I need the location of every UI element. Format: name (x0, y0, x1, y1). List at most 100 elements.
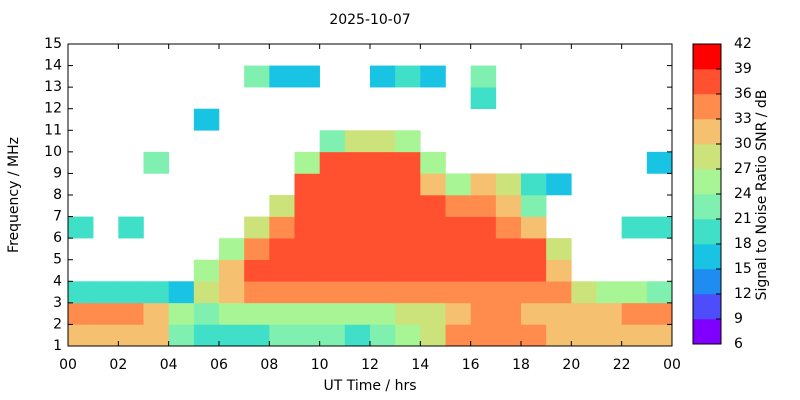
heat-cell (168, 281, 195, 304)
x-tick-label: 00 (59, 357, 77, 373)
heat-cell (319, 302, 346, 325)
heat-cell (244, 216, 270, 239)
heat-cell (445, 324, 471, 347)
heat-cell (521, 324, 547, 347)
colorbar-tick-label: 27 (734, 161, 752, 177)
heat-cell (521, 259, 547, 282)
heat-cell (470, 324, 497, 347)
heat-cell (244, 281, 270, 304)
heat-cell (621, 302, 648, 325)
colorbar-tick-label: 18 (734, 236, 752, 252)
heat-cell (193, 324, 220, 347)
heat-cell (219, 238, 245, 261)
heat-cell (269, 324, 295, 347)
heat-cell (395, 195, 421, 217)
heat-cell (596, 324, 622, 347)
heat-cell (93, 324, 119, 347)
colorbar-tick-label: 30 (734, 136, 752, 152)
colorbar-band (693, 44, 721, 70)
colorbar-tick-label: 15 (734, 261, 752, 277)
heat-cell (445, 195, 471, 217)
heat-cell (395, 238, 421, 261)
heat-cell (219, 281, 245, 304)
heat-cell (621, 216, 648, 239)
y-tick-label: 11 (44, 122, 62, 138)
x-axis-label: UT Time / hrs (323, 378, 416, 394)
heat-cell (495, 216, 522, 239)
heat-cell (470, 87, 497, 110)
colorbar-band (693, 169, 721, 195)
heat-cell (470, 238, 497, 261)
colorbar-band (693, 219, 721, 245)
heat-cell (269, 65, 295, 88)
x-tick-label: 00 (663, 357, 681, 373)
heat-cell (319, 151, 346, 174)
x-tick-label: 10 (311, 357, 329, 373)
heat-cell (344, 302, 371, 325)
heat-cell (269, 259, 295, 282)
heat-cell (546, 302, 572, 325)
heat-cell (420, 302, 446, 325)
heat-cell (420, 259, 446, 282)
heat-cell (495, 302, 522, 325)
y-tick-label: 6 (53, 230, 62, 246)
heat-cell (470, 173, 497, 196)
heat-cell (93, 281, 119, 304)
y-tick-label: 4 (53, 273, 62, 289)
heat-cell (370, 151, 396, 174)
heat-cell (395, 324, 421, 347)
heat-cell (344, 259, 371, 282)
heat-cell (646, 324, 673, 347)
heat-cell (294, 216, 320, 239)
x-tick-label: 20 (562, 357, 580, 373)
colorbar-tick-label: 24 (734, 186, 752, 202)
heat-cell (319, 281, 346, 304)
colorbar-band (693, 269, 721, 295)
heat-cell (319, 173, 346, 196)
heat-cell (470, 281, 497, 304)
heat-cell (294, 324, 320, 347)
heat-cell (193, 259, 220, 282)
chart-title: 2025-10-07 (329, 12, 410, 28)
x-tick-label: 18 (512, 357, 530, 373)
heat-cell (68, 216, 94, 239)
y-tick-label: 10 (44, 144, 62, 160)
colorbar-band (693, 194, 721, 220)
colorbar-band (693, 119, 721, 145)
heat-cell (420, 195, 446, 217)
heat-cell (168, 302, 195, 325)
heat-cell (344, 151, 371, 174)
heat-cell (395, 281, 421, 304)
heat-cell (521, 216, 547, 239)
colorbar-band (693, 144, 721, 170)
heat-cell (621, 281, 648, 304)
heat-cell (370, 195, 396, 217)
x-tick-label: 02 (109, 357, 127, 373)
heat-cell (294, 281, 320, 304)
heat-cell (143, 302, 169, 325)
colorbar-tick-label: 33 (734, 111, 752, 127)
heat-cell (571, 324, 597, 347)
heat-cell (420, 238, 446, 261)
heat-cell (118, 302, 144, 325)
heat-cell (344, 324, 371, 347)
heat-cell (319, 238, 346, 261)
x-tick-label: 08 (260, 357, 278, 373)
heat-cell (445, 238, 471, 261)
heat-cell (244, 324, 270, 347)
heat-cell (193, 302, 220, 325)
heat-cell (370, 216, 396, 239)
heat-cell (546, 324, 572, 347)
heat-cell (143, 324, 169, 347)
heat-cell (546, 281, 572, 304)
y-tick-label: 7 (53, 209, 62, 225)
heat-cell (445, 302, 471, 325)
heat-cell (521, 238, 547, 261)
colorbar-tick-label: 42 (734, 36, 752, 52)
heat-cell (470, 195, 497, 217)
heat-cell (521, 302, 547, 325)
heat-cell (646, 216, 673, 239)
heat-cell (395, 259, 421, 282)
heat-cell (143, 281, 169, 304)
colorbar-tick-label: 39 (734, 61, 752, 77)
